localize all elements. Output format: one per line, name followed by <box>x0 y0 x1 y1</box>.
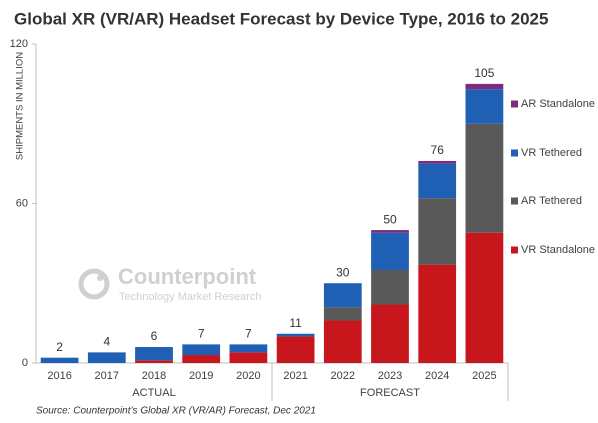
total-label: 4 <box>103 335 110 349</box>
watermark-subtitle: Technology Market Research <box>119 291 261 303</box>
group-label: ACTUAL <box>132 387 175 399</box>
x-tick-label: 2020 <box>236 370 260 382</box>
legend-swatch <box>511 100 518 108</box>
chart-title: Global XR (VR/AR) Headset Forecast by De… <box>14 9 548 28</box>
group-label: FORECAST <box>360 387 420 399</box>
legend-label: AR Standalone <box>521 98 595 110</box>
bar-segment <box>418 160 457 164</box>
total-label: 11 <box>289 316 302 330</box>
total-label: 50 <box>383 212 397 226</box>
bar-segment <box>276 336 315 363</box>
legend-swatch <box>511 149 518 157</box>
total-label: 6 <box>151 329 158 343</box>
x-tick-label: 2018 <box>142 370 166 382</box>
x-tick-label: 2023 <box>378 370 402 382</box>
total-label: 105 <box>474 66 494 80</box>
source-note: Source: Counterpoint’s Global XR (VR/AR)… <box>36 406 316 417</box>
bar-segment <box>182 344 221 356</box>
bar-segment <box>323 307 362 321</box>
bar-segment <box>323 320 362 363</box>
bar-segment <box>418 198 457 265</box>
total-label: 76 <box>431 143 445 157</box>
y-tick-label: 0 <box>22 357 28 369</box>
y-tick-label: 60 <box>16 197 28 209</box>
x-tick-label: 2016 <box>47 370 71 382</box>
legend-label: AR Tethered <box>521 195 582 207</box>
watermark-logo-dot <box>97 275 103 281</box>
x-tick-label: 2022 <box>331 370 355 382</box>
bar-segment <box>229 352 268 363</box>
bar-segment <box>418 264 457 363</box>
watermark-title: Counterpoint <box>118 264 257 289</box>
bar-segment <box>229 344 268 353</box>
legend-swatch <box>511 246 518 254</box>
legend-label: VR Standalone <box>521 244 595 256</box>
total-label: 30 <box>336 265 350 279</box>
bar-segment <box>323 283 362 308</box>
watermark: Counterpoint Technology Market Research <box>78 264 261 303</box>
legend-swatch <box>511 197 518 205</box>
watermark-logo <box>78 268 110 300</box>
bar-segment <box>276 333 315 337</box>
total-label: 2 <box>56 340 63 354</box>
y-axis-label: SHIPMENTS IN MILLION <box>15 52 26 160</box>
bar-segment <box>135 347 173 361</box>
bar-segment <box>371 304 409 363</box>
bar-segment <box>465 232 504 363</box>
bar-segment <box>418 163 457 199</box>
x-tick-label: 2024 <box>425 370 449 382</box>
bar-segment <box>135 360 173 363</box>
bar-segment <box>40 357 79 363</box>
bar-segment <box>371 269 409 305</box>
x-tick-label: 2019 <box>189 370 213 382</box>
x-tick-label: 2025 <box>472 370 496 382</box>
bar-segment <box>465 123 504 233</box>
bar-segment <box>371 230 409 233</box>
bar-segment <box>465 83 504 90</box>
bar-segment <box>182 355 221 363</box>
total-label: 7 <box>245 327 252 341</box>
total-label: 7 <box>198 327 205 341</box>
legend-label: VR Tethered <box>521 147 582 159</box>
x-tick-label: 2021 <box>283 370 307 382</box>
x-tick-label: 2017 <box>95 370 119 382</box>
bar-segment <box>87 352 126 363</box>
bar-segment <box>465 89 504 124</box>
y-tick-label: 120 <box>10 38 28 50</box>
bar-segment <box>371 232 409 270</box>
